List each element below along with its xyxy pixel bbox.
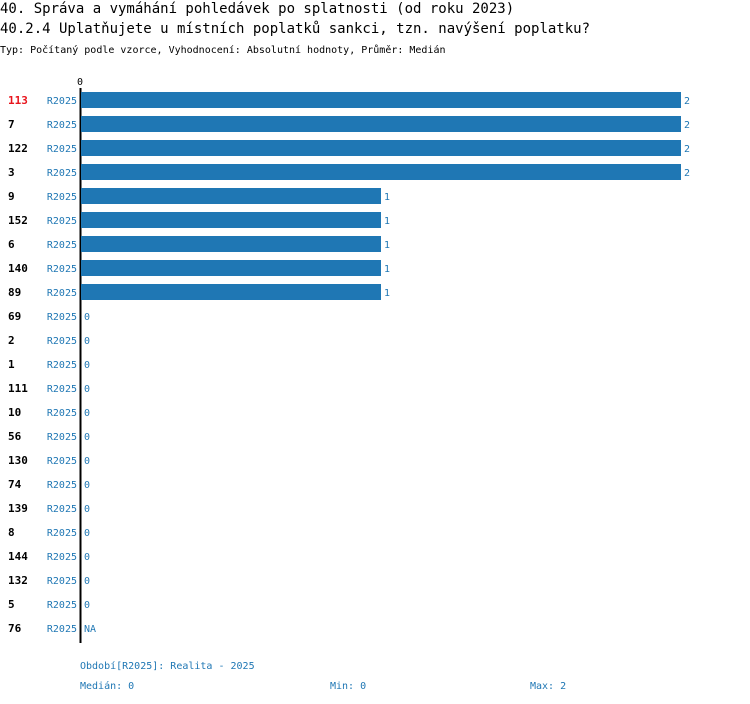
data-label: 0 [84, 336, 90, 347]
series-label: R2025 [47, 504, 77, 515]
series-label: R2025 [47, 408, 77, 419]
bar [81, 212, 381, 228]
data-label: 0 [84, 600, 90, 611]
series-label: R2025 [47, 624, 77, 635]
category-label: 56 [8, 430, 22, 443]
data-label: 1 [384, 192, 390, 203]
category-label: 130 [8, 454, 28, 467]
category-label: 144 [8, 550, 28, 563]
bar [81, 260, 381, 276]
series-label: R2025 [47, 288, 77, 299]
category-label: 113 [8, 94, 28, 107]
category-label: 1 [8, 358, 15, 371]
category-label: 132 [8, 574, 28, 587]
data-label: 0 [84, 408, 90, 419]
bar [81, 140, 681, 156]
question-title: 40.2.4 Uplatňujete u místních poplatků s… [0, 21, 591, 37]
category-label: 76 [8, 622, 22, 635]
data-label: 2 [684, 168, 690, 179]
data-label: 1 [384, 288, 390, 299]
category-label: 8 [8, 526, 15, 539]
data-label: 0 [84, 528, 90, 539]
series-label: R2025 [47, 336, 77, 347]
series-label: R2025 [47, 360, 77, 371]
series-label: R2025 [47, 552, 77, 563]
series-label: R2025 [47, 144, 77, 155]
data-label: 0 [84, 384, 90, 395]
category-label: 7 [8, 118, 15, 131]
category-label: 5 [8, 598, 15, 611]
data-label: 0 [84, 312, 90, 323]
page-title: 40. Správa a vymáhání pohledávek po spla… [0, 1, 515, 17]
data-label: 2 [684, 96, 690, 107]
bar [81, 188, 381, 204]
category-label: 69 [8, 310, 21, 323]
series-label: R2025 [47, 432, 77, 443]
category-label: 9 [8, 190, 15, 203]
series-label: R2025 [47, 240, 77, 251]
bar [81, 92, 681, 108]
series-label: R2025 [47, 168, 77, 179]
data-label: 2 [684, 120, 690, 131]
series-label: R2025 [47, 528, 77, 539]
category-label: 152 [8, 214, 28, 227]
series-label: R2025 [47, 96, 77, 107]
data-label: 1 [384, 264, 390, 275]
bar [81, 164, 681, 180]
category-label: 140 [8, 262, 28, 275]
data-label: 1 [384, 216, 390, 227]
category-label: 2 [8, 334, 15, 347]
category-label: 3 [8, 166, 15, 179]
category-label: 89 [8, 286, 21, 299]
data-label: 0 [84, 360, 90, 371]
bar [81, 284, 381, 300]
data-label: 0 [84, 480, 90, 491]
category-label: 10 [8, 406, 21, 419]
series-label: R2025 [47, 264, 77, 275]
chart-subtitle: Typ: Počítaný podle vzorce, Vyhodnocení:… [0, 45, 446, 56]
category-label: 139 [8, 502, 28, 515]
data-label: 1 [384, 240, 390, 251]
data-label: 2 [684, 144, 690, 155]
min-stat: Min: 0 [330, 681, 367, 692]
series-label: R2025 [47, 576, 77, 587]
series-label: R2025 [47, 120, 77, 131]
max-stat: Max: 2 [530, 681, 567, 692]
series-label: R2025 [47, 600, 77, 611]
data-label: 0 [84, 432, 90, 443]
series-label: R2025 [47, 384, 77, 395]
axis-zero-label: 0 [77, 77, 83, 88]
data-label: NA [84, 624, 96, 635]
category-label: 6 [8, 238, 15, 251]
category-label: 111 [8, 382, 28, 395]
bar [81, 236, 381, 252]
period-legend: Období[R2025]: Realita - 2025 [80, 661, 255, 672]
series-label: R2025 [47, 312, 77, 323]
series-label: R2025 [47, 216, 77, 227]
series-label: R2025 [47, 480, 77, 491]
data-label: 0 [84, 576, 90, 587]
bar [81, 116, 681, 132]
category-label: 74 [8, 478, 22, 491]
data-label: 0 [84, 456, 90, 467]
series-label: R2025 [47, 192, 77, 203]
category-label: 122 [8, 142, 28, 155]
series-label: R2025 [47, 456, 77, 467]
data-label: 0 [84, 552, 90, 563]
data-label: 0 [84, 504, 90, 515]
median-stat: Medián: 0 [80, 681, 135, 692]
